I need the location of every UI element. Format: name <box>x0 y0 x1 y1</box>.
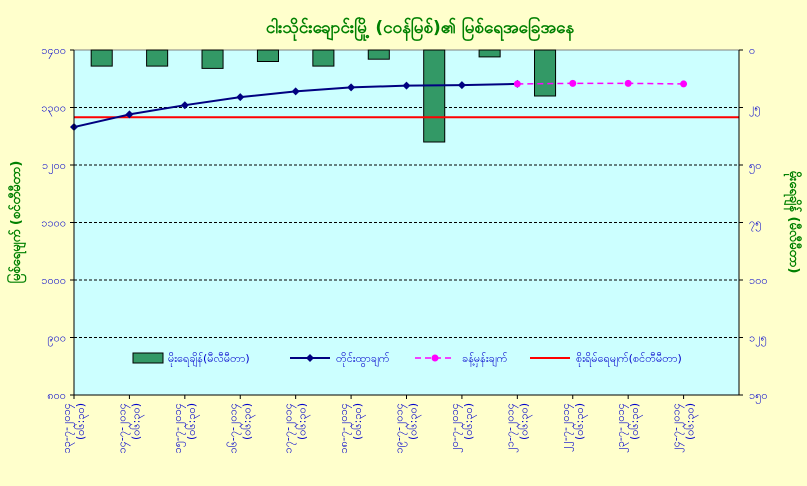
legend-label-forecast: ခန့်မှန်းချက် <box>462 352 508 367</box>
left-tick-label: ၁၃၀၀ <box>41 102 66 117</box>
x-tick-time: (၀၆:၃၀) <box>517 403 532 440</box>
rainfall-bar <box>534 49 557 97</box>
x-tick-label: ၁၈-၇-၂၀၁၄ <box>337 403 352 454</box>
forecast-point <box>569 79 577 87</box>
forecast-line <box>517 82 684 85</box>
y-axis-label-right: မိုးရေချိန် (မီလီမီတာ) <box>783 171 803 274</box>
x-tick-label: ၂၃-၇-၂၀၁၄ <box>614 403 629 453</box>
x-tick-label: ၂၀-၇-၂၀၁၄ <box>448 403 463 453</box>
x-tick-label: ၂၄-၇-၂၀၁၄ <box>670 403 685 453</box>
legend-label-alert: စိုးရိမ်ရေမျက်(စင်တီမီတာ) <box>576 352 682 367</box>
left-tick-label: ၈၀၀ <box>47 389 66 402</box>
legend-marker-measured <box>306 354 314 362</box>
x-tick-label: ၁၃-၇-၂၀၁၄ <box>60 403 75 453</box>
x-tick-label: ၁၉-၇-၂၀၁၄ <box>393 403 408 453</box>
measured-point <box>402 81 411 90</box>
x-tick-time: (၀၆:၃၀) <box>129 403 144 440</box>
rainfall-bar <box>478 49 501 58</box>
x-tick-time: (၀၆:၃၀) <box>185 403 200 440</box>
y-axis-label-left: မြစ်ရေမျက် (စင်တီမီတာ) <box>6 161 27 284</box>
rainfall-bar <box>90 49 113 67</box>
x-tick-time: (၀၆:၃၀) <box>240 403 255 440</box>
x-tick-label: ၁၄-၇-၂၀၁၄ <box>115 403 130 453</box>
x-tick-time: (၀၆:၃၀) <box>684 403 699 440</box>
legend-marker-forecast <box>431 354 439 362</box>
x-tick-label: ၂၁-၇-၂၀၁၄ <box>503 403 518 453</box>
x-tick-label: ၁၅-၇-၂၀၁၄ <box>171 403 186 453</box>
rainfall-bar <box>256 49 279 62</box>
x-tick-time: (၀၆:၃၀) <box>74 403 89 440</box>
measured-point <box>180 101 189 110</box>
x-tick-label: ၁၇-၇-၂၀၁၄ <box>282 403 297 453</box>
legend: မိုးရေချိန်(မီလီမီတာ) တိုင်းထွာချက် ခန့်မှ… <box>132 352 682 367</box>
measured-point <box>347 83 356 92</box>
x-tick-time: (၀၆:၃၀) <box>296 403 311 440</box>
right-tick-label: ၂၅ <box>749 102 761 117</box>
measured-point <box>457 81 466 90</box>
left-tick-label: ၁၀၀၀ <box>41 274 66 287</box>
rainfall-bar <box>312 49 335 67</box>
rainfall-bar <box>201 49 224 69</box>
x-tick-time: (၀၆:၃၀) <box>573 403 588 440</box>
measured-point <box>291 87 300 96</box>
forecast-point <box>624 79 632 87</box>
measured-point <box>236 93 245 102</box>
left-tick-label: ၁၂၀၀ <box>42 159 66 174</box>
left-tick-label: ၁၁၀၀ <box>41 217 66 230</box>
legend-swatch-rainfall <box>132 352 164 364</box>
forecast-point <box>513 80 521 88</box>
left-tick-label: ၁၄၀၀ <box>41 44 66 59</box>
left-tick-labels: ၈၀၀ ၉၀၀ ၁၀၀၀ ၁၁၀၀ ၁၂၀၀ ၁၃၀၀ ၁၄၀၀ <box>41 44 66 402</box>
right-tick-label: ၁၀၀ <box>749 274 768 287</box>
legend-label-rainfall: မိုးရေချိန်(မီလီမီတာ) <box>168 352 250 367</box>
x-tick-labels: ၁၃-၇-၂၀၁၄ (၀၆:၃၀) ၁၄-၇-၂၀၁၄ (၀၆:၃၀) ၁၅-၇-၂၀၁… <box>60 403 699 454</box>
rainfall-bar <box>423 49 446 143</box>
rainfall-bar <box>367 49 390 60</box>
axes <box>70 49 743 399</box>
x-tick-time: (၀၆:၃၀) <box>628 403 643 440</box>
legend-label-measured: တိုင်းထွာချက် <box>336 352 390 367</box>
x-tick-label: ၁၆-၇-၂၀၁၄ <box>226 403 241 453</box>
rainfall-bar <box>146 49 169 67</box>
right-tick-label: ၀ <box>749 44 755 57</box>
left-tick-label: ၉၀၀ <box>47 332 66 347</box>
right-tick-label: ၇၅ <box>749 217 761 232</box>
chart-title: ငါးသိုင်းချောင်းမြို့ (ငဝန်မြစ်)၏ မြစ်ရေ… <box>266 15 575 42</box>
x-tick-time: (၀၆:၃၀) <box>462 403 477 440</box>
x-tick-label: ၂၂-၇-၂၀၁၄ <box>559 403 574 452</box>
series-lines <box>70 79 688 132</box>
right-tick-label: ၅၀ <box>749 159 761 174</box>
x-tick-time: (၀၆:၃၀) <box>407 403 422 440</box>
right-tick-label: ၁၂၅ <box>749 332 767 347</box>
measured-point <box>125 110 134 119</box>
x-tick-time: (၀၆:၃၀) <box>351 403 366 440</box>
right-tick-label: ၁၅၀ <box>749 389 768 404</box>
rainfall-bars <box>90 49 557 143</box>
forecast-point <box>680 80 688 88</box>
